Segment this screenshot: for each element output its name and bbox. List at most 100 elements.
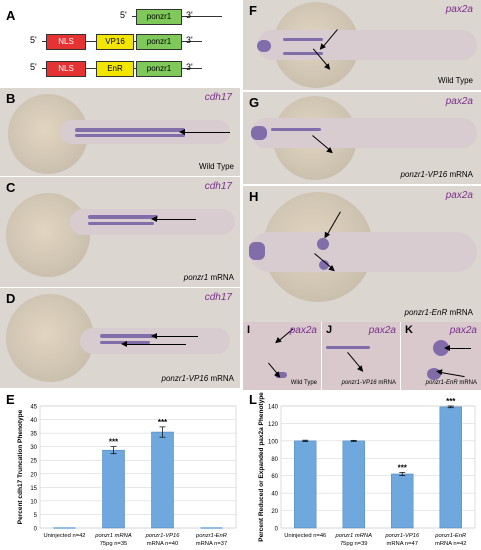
three-prime: 3': [186, 35, 193, 45]
gene-label: pax2a: [289, 325, 317, 336]
gene-label: cdh17: [204, 92, 232, 103]
panel-label-h: H: [249, 189, 259, 204]
y-tick-label: 45: [30, 405, 37, 411]
y-tick-label: 0: [34, 527, 38, 533]
condition-label: Wild Type: [290, 380, 317, 386]
bar: [439, 406, 462, 529]
panel-i: I pax2a Wild Type: [243, 322, 321, 390]
panel-label-a: A: [6, 8, 16, 23]
panel-d: D cdh17 ponzr1-VP16 mRNA: [0, 288, 240, 388]
bar: [294, 440, 317, 529]
arrow: [121, 341, 186, 347]
condition-label: ponzr1-VP16 mRNA: [161, 374, 234, 383]
panel-e: E 0 5 10 15 20 25 30 35 40 45 Percent cdh17 Trunca…: [0, 390, 243, 550]
enr-box: EnR: [96, 61, 134, 77]
category-label: Uninjected n=42: [43, 533, 85, 539]
panel-label-b: B: [6, 91, 16, 106]
category-label: ponzr1 mRNA: [94, 533, 132, 539]
panel-f: F pax2a Wild Type: [243, 0, 481, 90]
panel-c: C cdh17 ponzr1 mRNA: [0, 177, 240, 287]
five-prime: 5': [30, 35, 37, 45]
y-tick-label: 60: [271, 474, 278, 480]
five-prime: 5': [30, 62, 37, 72]
condition-label: ponzr1-VP16 mRNA: [341, 380, 396, 386]
panel-label-i: I: [247, 324, 251, 336]
condition-label: Wild Type: [199, 162, 234, 171]
nls-box: NLS: [46, 34, 86, 50]
construct-nls-enr-ponzr1: 5' NLS EnR ponzr1 3': [30, 60, 235, 77]
gene-label: pax2a: [449, 325, 477, 336]
five-prime: 5': [120, 10, 127, 20]
ponzr1-box: ponzr1: [136, 34, 182, 50]
y-tick-label: 30: [30, 445, 37, 451]
bar: [391, 473, 414, 529]
category-label: mRNA n=37: [196, 541, 227, 547]
y-tick-label: 100: [268, 439, 279, 445]
panel-label-g: G: [249, 95, 260, 110]
plot-area: [39, 405, 237, 529]
category-label: 75pg n=35: [100, 541, 128, 547]
y-axis-label: Percent Reduced or Expanded pax2a Phenot…: [258, 392, 265, 542]
significance-label: ***: [158, 418, 168, 427]
vp16-box: VP16: [96, 34, 134, 50]
y-tick-label: 140: [268, 405, 279, 411]
panel-label-l: L: [249, 392, 257, 407]
panel-l: L 0 20 40 60 80 100 120 140 Percent Reduced or E…: [243, 390, 481, 550]
arrow: [179, 129, 230, 135]
gene-label: cdh17: [204, 181, 232, 192]
bar: [342, 440, 365, 529]
y-tick-label: 35: [30, 432, 37, 438]
y-tick-label: 20: [30, 472, 37, 478]
arrow: [444, 345, 471, 351]
gene-label: pax2a: [445, 190, 473, 201]
panel-h: H pax2a ponzr1-EnR mRNA: [243, 186, 481, 322]
panel-label-f: F: [249, 3, 257, 18]
three-prime: 3': [186, 10, 193, 20]
category-label: 75pg n=39: [340, 541, 368, 547]
bar: [151, 431, 174, 529]
category-label: Uninjected n=46: [284, 533, 326, 539]
y-tick-label: 40: [271, 492, 278, 498]
panel-label-k: K: [405, 324, 413, 336]
y-tick-label: 5: [34, 513, 38, 519]
arrow: [151, 333, 198, 339]
gene-label: pax2a: [368, 325, 396, 336]
panel-k: K pax2a ponzr1-EnR mRNA: [401, 322, 481, 390]
panel-a: A 5' ponzr1 3' 5' NLS VP16 ponzr1 3' 5' …: [0, 0, 240, 88]
y-tick-label: 15: [30, 486, 37, 492]
three-prime: 3': [186, 62, 193, 72]
panel-g: G pax2a ponzr1-VP16 mRNA: [243, 92, 481, 184]
y-tick-label: 10: [30, 499, 37, 505]
arrow: [151, 216, 196, 222]
significance-label: ***: [446, 397, 456, 406]
category-label: ponzr1-EnR: [434, 533, 467, 539]
construct-nls-vp16-ponzr1: 5' NLS VP16 ponzr1 3': [30, 33, 235, 50]
y-tick-label: 0: [275, 527, 279, 533]
y-tick-label: 120: [268, 422, 279, 428]
condition-label: ponzr1-VP16 mRNA: [400, 170, 473, 179]
panel-label-j: J: [326, 324, 333, 336]
y-tick-label: 25: [30, 459, 37, 465]
bar: [102, 449, 125, 529]
y-tick-label: 80: [271, 457, 278, 463]
significance-label: ***: [109, 438, 119, 447]
ponzr1-box: ponzr1: [136, 61, 182, 77]
category-label: ponzr1 mRNA: [335, 533, 373, 539]
category-label: ponzr1-VP16: [384, 533, 420, 539]
significance-label: ***: [398, 463, 408, 472]
y-axis-label: Percent cdh17 Truncation Phenotype: [17, 409, 24, 524]
category-label: ponzr1-VP16: [145, 533, 181, 539]
condition-label: Wild Type: [438, 76, 473, 85]
category-label: ponzr1-EnR: [195, 533, 228, 539]
panel-label-e: E: [6, 392, 15, 407]
condition-label: ponzr1-EnR mRNA: [425, 380, 477, 386]
gene-label: pax2a: [445, 4, 473, 15]
panel-label-d: D: [6, 291, 16, 306]
y-tick-label: 40: [30, 418, 37, 424]
chart-e: 0 5 10 15 20 25 30 35 40 45 Percent cdh17 Truncati…: [17, 405, 237, 547]
y-tick-label: 20: [271, 509, 278, 515]
gene-label: pax2a: [445, 96, 473, 107]
category-label: mRNA n=42: [435, 541, 466, 547]
ponzr1-box: ponzr1: [136, 9, 182, 25]
